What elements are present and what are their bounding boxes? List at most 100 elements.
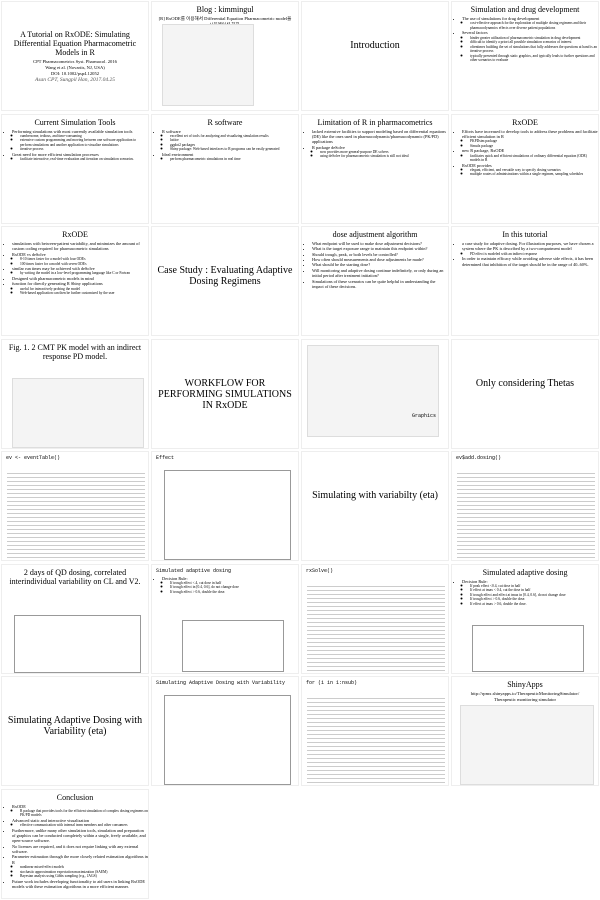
slide-title: Effect [156,455,175,461]
sub-bullets: facilitates quick and efficient simulati… [462,154,598,163]
bullets: simulations with between-patient variabi… [2,241,148,296]
sub-bullets: elegant, efficient, and versatile way to… [462,168,598,177]
sub-bullets: by writing the model in a low-level prog… [12,271,148,275]
bullets: What endpoint will be used to make dose … [302,241,448,289]
sub-bullets: R package that provides tools for the ef… [12,809,148,818]
sub-bullets: If trough effect <.4, cut dose in halfIf… [162,581,298,594]
figure [12,377,144,448]
sub-bullet: If effect at tmax < 0.4, cut the dose in… [470,588,598,592]
sub-bullet: oftentimes building the set of simulatio… [470,45,598,54]
slide: Case Study : Evaluating Adaptive Dosing … [151,226,299,336]
slide-title: Current Simulation Tools [34,117,116,127]
sub-bullet: extensive custom programming and moving … [20,138,148,147]
slide-line: CPT Pharmacometrics Syst. Pharmacol. 201… [33,59,117,64]
slide: In this tutorial a case study for adaptiv… [451,226,599,336]
slide-title: 2 days of QD dosing, correlated interind… [9,567,141,586]
bullet: function for directly generating R Shiny… [12,281,148,295]
sub-bullet: Shiny package: Web-based interfaces to R… [170,147,298,151]
slide-title: Simulating Adaptive Dosing with Variabil… [7,715,143,737]
slide: Simulating Adaptive Dosing with Variabil… [1,676,149,786]
bullet: Efforts have increased to develop tools … [462,129,598,149]
slide-title: ev$add.dosing() [456,455,502,461]
sub-bullet: ggplot2 packages [170,143,298,147]
bullets: The use of simulations for drug developm… [452,16,598,63]
sub-bullet: PKPDsim package [470,139,598,143]
sub-bullet: Web-based application can then be furthe… [20,291,148,295]
bullet: What should be the starting dose? [312,262,448,267]
sub-bullet: using deSolve for pharmacometric simulat… [320,154,448,158]
bullet: Furthermore, unlike many other simulatio… [12,828,148,844]
slide: Blog : kimmingul [R] RxODE를 이용해서 Differen… [151,1,299,111]
slide-title: Simulated adaptive dosing [482,567,568,577]
sub-bullets: 8-10 times faster for a model with four … [12,257,148,266]
bullets: R softwareexcellent set of tools for ana… [152,129,298,162]
slide-title: Conclusion [56,792,94,802]
figure [307,582,445,671]
sub-bullet: stochastic approximation expectation max… [20,870,148,874]
sub-bullet: useful for interactively probing the mod… [20,287,148,291]
figure [162,24,254,106]
sub-bullets: nonlinear mixed-effect modelsstochastic … [12,865,148,878]
sub-bullet: If trough effect <.4, cut dose in half [170,581,298,585]
slide: Current Simulation Tools Performing simul… [1,113,149,224]
sub-bullet: now provides more general-purpose DE sol… [320,150,448,154]
bullet: R package deSolvenow provides more gener… [312,145,448,159]
bullet: RxODER package that provides tools for t… [12,804,148,818]
slide: Simulating Adaptive Dosing with Variabil… [151,676,299,786]
sub-bullet: R package that provides tools for the ef… [20,809,148,818]
slide-line: Therapeutic monitoring simulator [494,697,556,702]
figure [182,619,284,672]
slide: Only considering Thetas [451,338,599,449]
sub-bullets: facilitate interactive, real-time evalua… [12,157,148,161]
sub-bullet: If effect at tmax > 0.6, double the dose… [470,602,598,606]
slide: 2 days of QD dosing, correlated interind… [1,563,149,674]
slide: Effect [151,451,299,561]
figure [307,695,445,783]
sub-bullet: hinder greater utilization of pharmacome… [470,36,598,40]
bullet: Decision Rule:If peak effect <0.4, cut d… [462,579,598,607]
slide: ev <- eventTable() [1,451,149,561]
slide: R software R softwareexcellent set of too… [151,113,299,224]
bullets: Decision Rule:If peak effect <0.4, cut d… [452,579,598,607]
bullet: RxODE vs deSolve8-10 times faster for a … [12,252,148,266]
sub-bullets: excellent set of tools for analyzing and… [162,134,298,152]
slide: Simulation and drug development The use o… [451,1,599,111]
slide-title: A Tutorial on RxODE: Simulating Differen… [13,30,137,57]
sub-bullets: perform pharmacometric simulations in re… [162,157,298,161]
slide-title: Only considering Thetas [475,377,575,389]
slide-title: Case Study : Evaluating Adaptive Dosing … [157,265,293,287]
sub-bullets: PKPDsim packageSimulx package [462,139,598,148]
bullet: similar run times may be achieved with d… [12,266,148,276]
slide: for (i in 1:nsub) [301,676,449,786]
sub-bullet: If trough effect in [0.4, 0.6], do not c… [170,585,298,589]
slide-title: Introduction [350,40,400,51]
bullets: Efforts have increased to develop tools … [452,129,598,177]
slide-title: Fig. 1. 2 CMT PK model with an indirect … [8,342,142,361]
sub-bullet: effective communication with internal te… [20,823,148,827]
slide: Simulated adaptive dosing Decision Rule:I… [451,563,599,674]
bullet: Performing simulations with most current… [12,129,148,152]
slide: WORKFLOW FOR PERFORMING SIMULATIONS IN R… [151,338,299,449]
slide-title: Limitation of R in pharmacometrics [317,117,433,127]
bullets: Performing simulations with most current… [2,129,148,162]
slide: rxSolve() [301,563,449,674]
sub-bullet: nonlinear mixed-effect models [20,865,148,869]
slide: Fig. 1. 2 CMT PK model with an indirect … [1,338,149,449]
bullet: Great need for more efficient simulation… [12,152,148,162]
bullet: Simulations of these scenarios can be qu… [312,279,448,290]
slide: A Tutorial on RxODE: Simulating Differen… [1,1,149,111]
bullet: Parameter estimation through the more cl… [12,854,148,878]
slide-title: RxODE [62,230,88,239]
slide: ShinyApps http://rpmx.shinyapps.io/Therap… [451,676,599,786]
slide-title: Graphics [411,412,436,419]
slide-title: Simulating Adaptive Dosing with Variabil… [156,680,286,686]
slide-title: RxODE [512,117,538,127]
author: Asan CPT, Sungpil Han, 2017.04.25 [35,77,115,83]
bullet: Should trough, peak, or both levels be c… [312,252,448,257]
sub-bullet: Bayesian analysis using Gibbs sampling (… [20,874,148,878]
sub-bullet: elegant, efficient, and versatile way to… [470,168,598,172]
bullet: No licenses are required, and it does no… [12,844,148,855]
bullet: R softwareexcellent set of tools for ana… [162,129,298,152]
bullet: What endpoint will be used to make dose … [312,241,448,246]
slide-line: http://rpmx.shinyapps.io/TherapeuticMoni… [470,691,580,696]
